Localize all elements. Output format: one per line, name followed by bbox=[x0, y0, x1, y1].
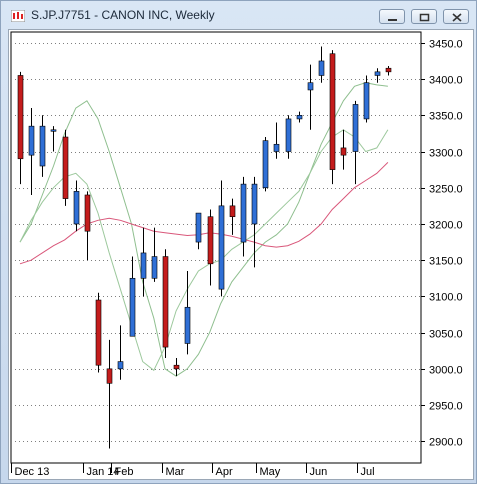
candle-up bbox=[273, 143, 280, 152]
restore-button[interactable] bbox=[411, 9, 437, 24]
y-tick-label: 3000.0 bbox=[429, 365, 463, 377]
moving-average-ma-mid bbox=[19, 129, 389, 372]
candle-up bbox=[184, 306, 191, 344]
window-title: S.JP.J7751 - CANON INC, Weekly bbox=[31, 8, 215, 22]
y-tick-label: 3250.0 bbox=[429, 184, 463, 196]
candlestick-chart[interactable]: 2900.0 2950.0 3000.0 3050.0 3100.0 3150.0 3200… bbox=[9, 30, 473, 479]
candle-up bbox=[285, 118, 292, 152]
candle-up bbox=[39, 125, 46, 167]
candle-up bbox=[374, 71, 381, 76]
candle-down bbox=[207, 216, 214, 265]
candle-up bbox=[363, 82, 370, 120]
y-tick-label: 2900.0 bbox=[429, 437, 463, 449]
plot-frame bbox=[10, 31, 422, 464]
minimize-button[interactable] bbox=[379, 9, 405, 24]
close-button[interactable] bbox=[443, 9, 469, 24]
moving-average-ma-short bbox=[19, 82, 388, 377]
moving-average-ma-long bbox=[19, 162, 389, 265]
candle-up bbox=[251, 183, 258, 225]
candle-up bbox=[296, 115, 303, 120]
y-tick-label: 3100.0 bbox=[429, 292, 463, 304]
candle-up bbox=[129, 277, 136, 337]
x-tick-label: Jun bbox=[310, 466, 328, 478]
candle-down bbox=[329, 53, 336, 170]
y-tick-label: 2950.0 bbox=[429, 401, 463, 413]
x-tick-label: Mar bbox=[166, 466, 185, 478]
chart-area: 2900.0 2950.0 3000.0 3050.0 3100.0 3150.0 3200… bbox=[8, 29, 474, 480]
candle-up bbox=[307, 82, 314, 91]
y-tick-label: 3150.0 bbox=[429, 256, 463, 268]
candle-up bbox=[352, 104, 359, 152]
candle-down bbox=[173, 364, 180, 370]
candle-up bbox=[73, 191, 80, 225]
candle-up bbox=[151, 256, 158, 279]
candle-down bbox=[385, 67, 392, 73]
candle-down bbox=[17, 75, 24, 160]
candle-up bbox=[140, 252, 147, 279]
x-tick-label: Dec 13 bbox=[15, 466, 50, 478]
x-tick-label: May bbox=[260, 466, 281, 478]
candle-up bbox=[117, 361, 124, 370]
x-tick-label: Feb bbox=[115, 466, 134, 478]
restore-icon bbox=[419, 13, 430, 22]
minimize-icon bbox=[388, 19, 397, 21]
candle-up bbox=[218, 205, 225, 290]
y-tick-label: 3200.0 bbox=[429, 220, 463, 232]
candle-down bbox=[340, 147, 347, 156]
candle-down bbox=[229, 205, 236, 218]
close-icon bbox=[452, 13, 462, 22]
candle-up bbox=[28, 125, 35, 156]
candle-up bbox=[318, 60, 325, 76]
candle-down bbox=[62, 136, 69, 199]
candle-up bbox=[262, 140, 269, 189]
candle-down bbox=[95, 299, 102, 366]
y-tick-label: 3350.0 bbox=[429, 111, 463, 123]
y-tick-label: 3400.0 bbox=[429, 75, 463, 87]
candle-up bbox=[240, 183, 247, 243]
candle-down bbox=[106, 368, 113, 384]
y-tick-label: 3050.0 bbox=[429, 329, 463, 341]
x-tick-label: Jul bbox=[361, 466, 375, 478]
candle-down bbox=[84, 194, 91, 232]
candle-down bbox=[162, 256, 169, 348]
y-tick-label: 3300.0 bbox=[429, 148, 463, 160]
x-tick-label: Apr bbox=[216, 466, 233, 478]
title-bar[interactable]: S.JP.J7751 - CANON INC, Weekly bbox=[1, 1, 476, 29]
candle-up bbox=[195, 212, 202, 243]
candle-up bbox=[50, 129, 57, 132]
chart-app-icon bbox=[11, 10, 25, 22]
y-tick-label: 3450.0 bbox=[429, 39, 463, 51]
